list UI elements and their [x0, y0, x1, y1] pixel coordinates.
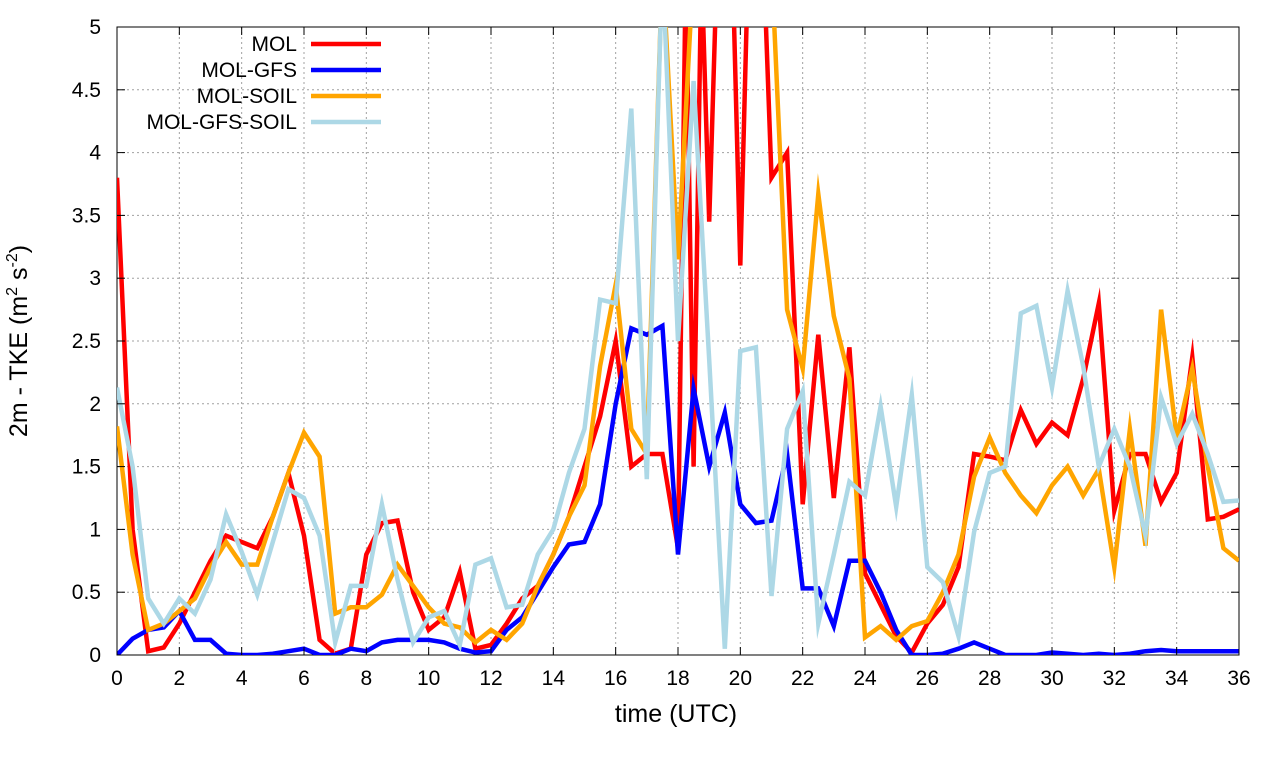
x-tick-label: 4	[236, 667, 248, 690]
x-tick-label: 14	[542, 667, 566, 690]
y-axis-label-mid: s	[5, 267, 33, 286]
series-line-mol-soil	[117, 27, 1239, 646]
y-tick-label: 2	[89, 393, 101, 416]
x-tick-label: 16	[604, 667, 627, 690]
y-tick-label: 1.5	[72, 456, 101, 479]
x-tick-label: 6	[298, 667, 310, 690]
x-tick-label: 28	[978, 667, 1001, 690]
y-axis-ticks: 0 0.5 1 1.5 2 2.5 3 3.5 4 4.5 5	[72, 16, 1239, 667]
x-tick-label: 34	[1165, 667, 1189, 690]
x-tick-label: 2	[173, 667, 185, 690]
x-tick-label: 22	[791, 667, 814, 690]
legend: MOL MOL-GFS MOL-SOIL MOL-GFS-SOIL	[146, 33, 381, 134]
legend-label-mol-gfs: MOL-GFS	[201, 59, 297, 82]
legend-label-mol-soil: MOL-SOIL	[197, 85, 297, 108]
y-tick-label: 0	[89, 644, 101, 667]
y-tick-label: 4.5	[72, 79, 101, 102]
y-tick-label: 2.5	[72, 330, 101, 353]
y-axis-label: 2m - TKE (m2 s-2)	[4, 245, 33, 437]
x-tick-label: 10	[417, 667, 440, 690]
y-tick-label: 4	[89, 142, 101, 165]
y-axis-label-end: )	[5, 245, 33, 253]
x-tick-label: 36	[1227, 667, 1250, 690]
x-tick-label: 20	[729, 667, 752, 690]
x-tick-label: 26	[916, 667, 939, 690]
y-axis-label-sup1: 2	[4, 287, 21, 296]
y-axis-label-sup2: -2	[4, 253, 21, 267]
x-tick-label: 32	[1103, 667, 1126, 690]
legend-label-mol-gfs-soil: MOL-GFS-SOIL	[146, 111, 297, 134]
y-tick-label: 1	[89, 518, 101, 541]
y-tick-label: 3.5	[72, 204, 101, 227]
x-tick-label: 12	[479, 667, 502, 690]
legend-label-mol: MOL	[251, 33, 297, 56]
y-axis-label-main: 2m - TKE (m	[5, 296, 33, 437]
series-line-mol	[117, 27, 1239, 655]
x-tick-label: 8	[360, 667, 372, 690]
x-axis-ticks: 0 2 4 6 8 10 12 14 16 18 20 22 24 26 28 30 32 34 36	[111, 27, 1251, 690]
y-tick-label: 3	[89, 267, 101, 290]
x-tick-label: 0	[111, 667, 123, 690]
x-axis-label: time (UTC)	[615, 700, 737, 728]
x-tick-label: 18	[666, 667, 689, 690]
y-tick-label: 0.5	[72, 581, 101, 604]
x-tick-label: 24	[853, 667, 877, 690]
x-tick-label: 30	[1040, 667, 1063, 690]
y-tick-label: 5	[89, 16, 101, 39]
series-line-mol-gfs-soil	[117, 27, 1239, 654]
